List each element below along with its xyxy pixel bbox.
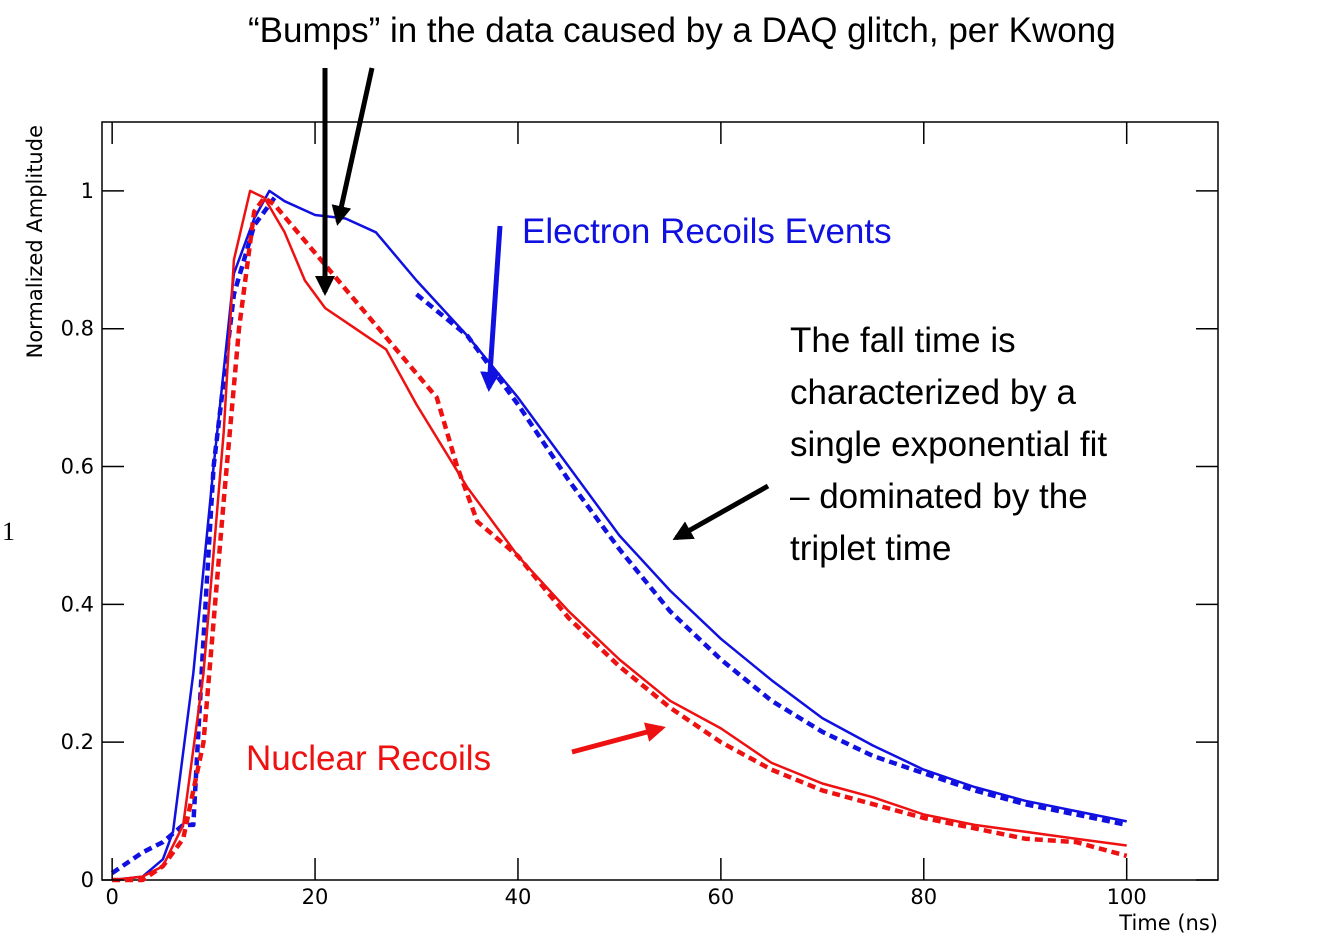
series-line — [111, 189, 1127, 882]
arrow — [571, 722, 666, 755]
plot-area — [110, 189, 1128, 883]
y-tick-label: 0.8 — [61, 317, 94, 341]
arrow — [480, 225, 503, 392]
x-tick-label: 60 — [708, 885, 735, 909]
series-line — [110, 196, 1128, 875]
x-tick-label: 0 — [105, 885, 118, 909]
annotation: “Bumps” in the data caused by a DAQ glit… — [248, 11, 1116, 50]
annotation: Electron Recoils Events — [522, 212, 892, 251]
y-tick-label: 1 — [81, 179, 94, 203]
x-tick-label: 40 — [505, 885, 532, 909]
series-line — [111, 189, 1127, 882]
x-tick-label: 20 — [302, 885, 329, 909]
annotation: Nuclear Recoils — [246, 739, 491, 778]
annotation: – dominated by the — [790, 477, 1088, 516]
x-tick-label: 80 — [910, 885, 937, 909]
arrow — [331, 67, 375, 226]
annotation: characterized by a — [790, 373, 1077, 412]
y-axis-label: Normalized Amplitude — [23, 125, 47, 358]
y-tick-label: 0.2 — [61, 730, 94, 754]
y-tick-label: 0.4 — [61, 592, 94, 616]
annotation: The fall time is — [790, 321, 1016, 360]
y-tick-label: 0.6 — [61, 455, 94, 479]
annotation: 1 — [2, 517, 15, 546]
annotation: single exponential fit — [790, 425, 1107, 464]
x-axis-label: Time (ns) — [1118, 911, 1218, 935]
y-tick-label: 0 — [81, 868, 94, 892]
arrow — [672, 483, 770, 541]
x-tick-label: 100 — [1107, 885, 1147, 909]
series-line — [112, 195, 1128, 883]
plot-frame — [101, 121, 1219, 881]
annotation: triplet time — [790, 529, 951, 568]
